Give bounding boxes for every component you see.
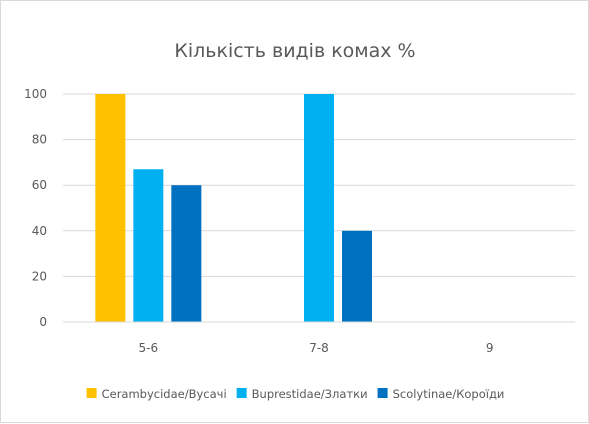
- y-tick-label: 0: [39, 315, 47, 329]
- legend-item: Scolytinae/Короїди: [377, 387, 505, 401]
- bars: [95, 94, 372, 322]
- legend-swatch: [236, 388, 247, 398]
- legend-item: Cerambycidae/Вусачі: [86, 387, 227, 401]
- legend-label: Cerambycidae/Вусачі: [102, 387, 227, 401]
- bar: [133, 169, 164, 322]
- bar: [95, 94, 126, 322]
- legend-label: Scolytinae/Короїди: [393, 387, 505, 401]
- y-axis-ticks: 0 20 40 60 80 100: [24, 87, 47, 329]
- y-tick-label: 100: [24, 87, 47, 101]
- x-axis-ticks: 5-6 7-8 9: [139, 341, 494, 355]
- legend-swatch: [86, 388, 97, 398]
- legend: Cerambycidae/Вусачі Buprestidae/Златки Sco…: [86, 387, 505, 401]
- y-tick-label: 40: [32, 224, 47, 238]
- legend-label: Buprestidae/Златки: [252, 387, 368, 401]
- bar: [342, 230, 372, 322]
- y-tick-label: 60: [32, 178, 47, 192]
- x-tick-label: 5-6: [139, 341, 159, 355]
- legend-item: Buprestidae/Златки: [236, 387, 368, 401]
- legend-swatch: [377, 388, 388, 398]
- y-tick-label: 20: [32, 269, 47, 283]
- bar: [171, 185, 202, 322]
- x-tick-label: 7-8: [309, 341, 329, 355]
- x-tick-label: 9: [486, 341, 494, 355]
- bar: [304, 94, 334, 322]
- y-tick-label: 80: [32, 133, 47, 147]
- chart-title: Кількість видів комах %: [174, 40, 415, 62]
